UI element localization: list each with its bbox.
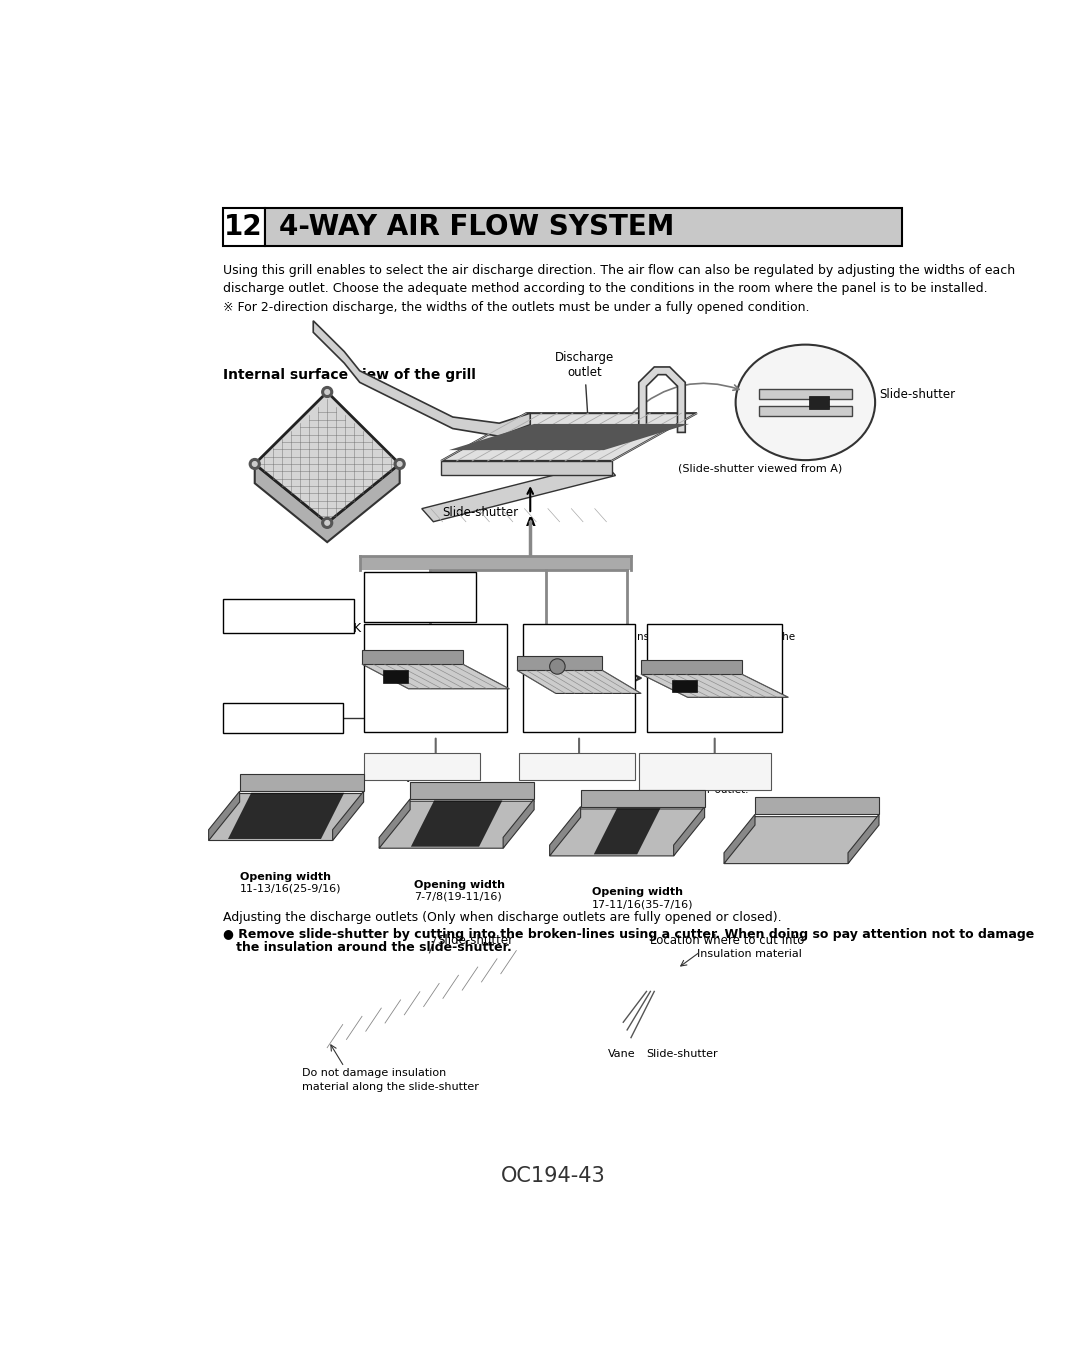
Polygon shape	[503, 799, 535, 848]
Text: (Slide-shutter viewed from A): (Slide-shutter viewed from A)	[677, 464, 841, 473]
Text: Applied under
shipment from
factory: Applied under shipment from factory	[369, 578, 451, 614]
Polygon shape	[422, 462, 616, 522]
Text: 17-11/16(35-7/16): 17-11/16(35-7/16)	[592, 899, 693, 908]
Circle shape	[550, 659, 565, 674]
Text: The figures inside (  )
are for PLH30/36/42FK: The figures inside ( ) are for PLH30/36/…	[229, 604, 361, 634]
Bar	[364, 572, 476, 622]
Circle shape	[397, 461, 402, 466]
Text: Insulation material: Insulation material	[697, 949, 801, 959]
Ellipse shape	[735, 345, 875, 460]
Circle shape	[249, 458, 260, 469]
Polygon shape	[333, 791, 364, 840]
Polygon shape	[240, 775, 364, 791]
Text: Opening width: Opening width	[592, 888, 684, 898]
Bar	[647, 625, 782, 732]
Circle shape	[253, 461, 257, 466]
Polygon shape	[362, 651, 463, 664]
Polygon shape	[724, 817, 879, 863]
Text: 12: 12	[225, 213, 262, 241]
Text: 4-WAY AIR FLOW SYSTEM: 4-WAY AIR FLOW SYSTEM	[279, 213, 675, 241]
Polygon shape	[441, 461, 611, 475]
Text: Slide-shutter: Slide-shutter	[402, 711, 470, 720]
Polygon shape	[449, 424, 689, 450]
Text: the insulation around the slide-shutter.: the insulation around the slide-shutter.	[222, 941, 511, 955]
Polygon shape	[255, 391, 400, 522]
Text: When slide-shutter
is fully open: When slide-shutter is fully open	[229, 709, 335, 732]
Bar	[523, 625, 635, 732]
Text: Slide-shutter: Slide-shutter	[647, 1049, 718, 1060]
Polygon shape	[550, 806, 581, 857]
Polygon shape	[379, 801, 535, 848]
Bar	[360, 557, 631, 570]
Bar	[266, 207, 902, 246]
Text: When applying insu-
lation used to close
off the air outlet.: When applying insu- lation used to close…	[651, 758, 758, 795]
Text: When slide-shutter
fully closed.: When slide-shutter fully closed.	[373, 758, 471, 782]
Text: Insulation used to close off the
air outlet: Insulation used to close off the air out…	[634, 632, 795, 655]
Polygon shape	[638, 367, 685, 432]
Text: Removing
slide-shutter: Removing slide-shutter	[544, 632, 615, 655]
Polygon shape	[755, 798, 879, 814]
Bar	[222, 702, 342, 734]
Polygon shape	[255, 464, 400, 542]
Text: A: A	[526, 517, 535, 529]
Bar	[518, 753, 635, 780]
Text: Vane: Vane	[608, 1049, 635, 1060]
Text: Opening width: Opening width	[240, 872, 330, 883]
Text: 7-7/8(19-11/16): 7-7/8(19-11/16)	[414, 891, 502, 902]
Text: Slide-shutter: Slide-shutter	[443, 506, 518, 520]
Text: Internal surface view of the grill: Internal surface view of the grill	[222, 368, 475, 382]
Polygon shape	[379, 799, 410, 848]
Bar	[809, 396, 828, 409]
Polygon shape	[674, 806, 704, 857]
Text: When slide-shutter
removed.: When slide-shutter removed.	[527, 758, 626, 782]
Polygon shape	[581, 790, 704, 806]
Polygon shape	[517, 656, 603, 670]
Circle shape	[325, 521, 329, 525]
Polygon shape	[228, 792, 345, 839]
Polygon shape	[313, 321, 530, 436]
Circle shape	[322, 386, 333, 397]
Circle shape	[322, 517, 333, 528]
Polygon shape	[759, 389, 852, 398]
Polygon shape	[594, 807, 661, 854]
Polygon shape	[441, 413, 697, 461]
Polygon shape	[410, 801, 502, 847]
Text: 11-13/16(25-9/16): 11-13/16(25-9/16)	[240, 884, 341, 893]
Text: Adjusting the discharge outlets (Only when discharge outlets are fully opened or: Adjusting the discharge outlets (Only wh…	[222, 911, 781, 923]
Polygon shape	[550, 809, 704, 857]
Text: Slide-shutter fully closed: Slide-shutter fully closed	[366, 632, 504, 642]
Text: Using this grill enables to select the air discharge direction. The air flow can: Using this grill enables to select the a…	[222, 263, 1015, 314]
Text: Location where to cut into: Location where to cut into	[650, 934, 805, 947]
Polygon shape	[410, 782, 535, 799]
Bar	[382, 670, 408, 682]
Polygon shape	[789, 816, 813, 862]
Text: ● Remove slide-shutter by cutting into the broken-lines using a cutter. When doi: ● Remove slide-shutter by cutting into t…	[222, 928, 1034, 941]
Bar	[364, 625, 507, 732]
Polygon shape	[642, 674, 788, 697]
Polygon shape	[642, 660, 742, 674]
Bar	[364, 753, 480, 780]
Polygon shape	[208, 794, 364, 840]
Polygon shape	[848, 814, 879, 863]
Text: Opening width: Opening width	[414, 880, 505, 889]
Bar	[222, 599, 354, 633]
Polygon shape	[759, 406, 852, 416]
Text: Slide-shutter: Slide-shutter	[879, 389, 955, 401]
Polygon shape	[724, 814, 755, 863]
Polygon shape	[362, 664, 510, 689]
Text: Do not damage insulation
material along the slide-shutter: Do not damage insulation material along …	[301, 1068, 478, 1091]
Bar	[222, 207, 266, 246]
Text: OC194-43: OC194-43	[501, 1166, 606, 1187]
Bar	[638, 753, 770, 790]
Circle shape	[394, 458, 405, 469]
Text: Slide-shutter: Slide-shutter	[437, 934, 513, 947]
Circle shape	[325, 390, 329, 394]
Bar	[672, 681, 697, 692]
Text: Discharge
outlet: Discharge outlet	[555, 352, 615, 421]
Polygon shape	[208, 791, 240, 840]
Polygon shape	[517, 670, 642, 693]
